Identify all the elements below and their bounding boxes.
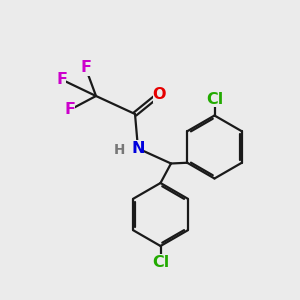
Text: H: H: [114, 143, 125, 157]
Text: F: F: [80, 60, 91, 75]
Text: N: N: [131, 141, 145, 156]
FancyBboxPatch shape: [81, 59, 90, 76]
FancyBboxPatch shape: [152, 254, 169, 271]
Text: F: F: [65, 102, 76, 117]
FancyBboxPatch shape: [153, 86, 165, 103]
Text: Cl: Cl: [206, 92, 223, 106]
FancyBboxPatch shape: [66, 101, 75, 118]
Text: F: F: [56, 72, 67, 87]
FancyBboxPatch shape: [206, 91, 223, 107]
FancyBboxPatch shape: [57, 71, 66, 88]
Text: O: O: [152, 87, 166, 102]
Text: Cl: Cl: [152, 255, 169, 270]
FancyBboxPatch shape: [115, 142, 124, 158]
FancyBboxPatch shape: [132, 140, 144, 157]
